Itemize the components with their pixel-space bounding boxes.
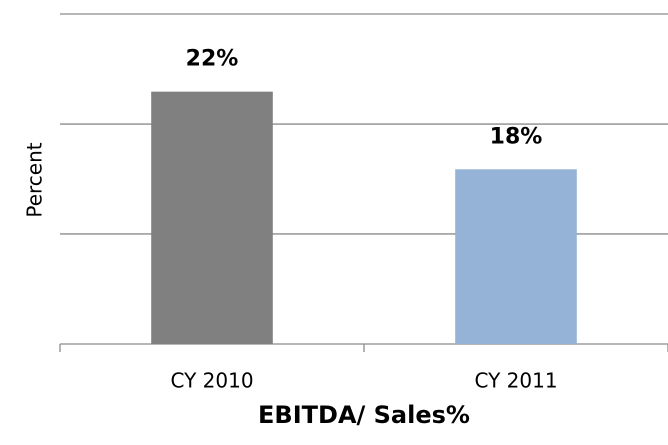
x-tick-label: CY 2010: [170, 369, 253, 393]
data-label: 22%: [186, 47, 239, 72]
bar: [151, 91, 273, 344]
x-axis-label: EBITDA/ Sales%: [258, 401, 470, 429]
x-tick-label: CY 2011: [474, 369, 557, 393]
data-label: 18%: [490, 124, 543, 149]
bar: [455, 169, 577, 344]
y-axis-label: Percent: [23, 142, 47, 217]
